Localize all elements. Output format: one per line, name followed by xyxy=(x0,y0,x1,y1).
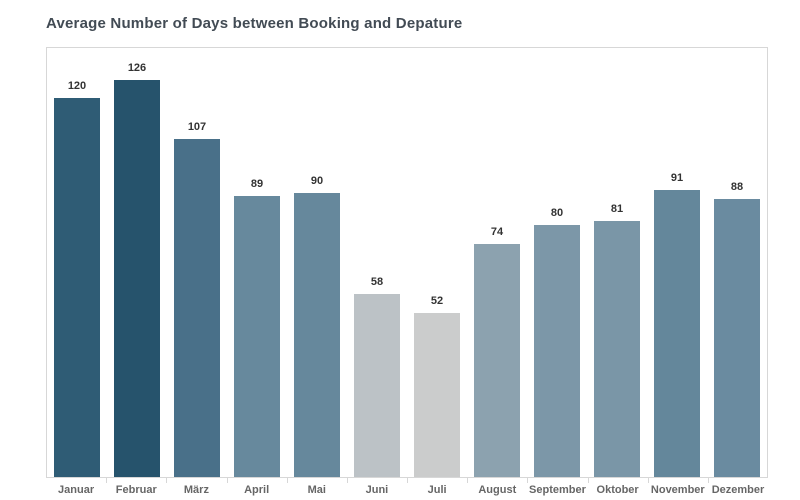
x-axis-label-august[interactable]: August xyxy=(478,484,517,496)
x-axis-label-juni[interactable]: Juni xyxy=(365,484,389,496)
bar-slot: 89 xyxy=(227,48,287,477)
plot-area: 120 126 107 89 90 58 52 74 80 81 91 88 xyxy=(46,47,768,478)
bar-dezember[interactable] xyxy=(713,199,761,477)
x-axis-label-november[interactable]: November xyxy=(650,484,705,496)
bar-value-label: 58 xyxy=(370,276,384,288)
bar-slot: 80 xyxy=(527,48,587,477)
bar-januar[interactable] xyxy=(53,98,101,477)
bar-value-label: 74 xyxy=(490,226,504,238)
bar-november[interactable] xyxy=(653,190,701,477)
x-axis-tick xyxy=(707,478,709,483)
bar-value-label: 120 xyxy=(67,80,87,92)
bar-slot: 52 xyxy=(407,48,467,477)
x-axis-label-januar[interactable]: Januar xyxy=(58,484,95,496)
bar-februar[interactable] xyxy=(113,80,161,477)
bar-august[interactable] xyxy=(473,244,521,477)
bar-slot: 58 xyxy=(347,48,407,477)
x-axis-tick xyxy=(587,478,589,483)
bar-value-label: 52 xyxy=(430,295,444,307)
bar-oktober[interactable] xyxy=(593,221,641,477)
x-axis-tick xyxy=(226,478,228,483)
x-axis-label-mai[interactable]: Mai xyxy=(307,484,326,496)
x-axis-label-märz[interactable]: März xyxy=(183,484,209,496)
x-axis-label-juli[interactable]: Juli xyxy=(427,484,447,496)
bar-value-label: 88 xyxy=(730,181,744,193)
x-axis-tick xyxy=(106,478,108,483)
x-axis-tick xyxy=(527,478,529,483)
bar-märz[interactable] xyxy=(173,139,221,477)
x-axis-tick xyxy=(286,478,288,483)
x-axis-label-dezember[interactable]: Dezember xyxy=(711,484,765,496)
x-axis-tick xyxy=(166,478,168,483)
bar-april[interactable] xyxy=(233,196,281,477)
bar-slot: 81 xyxy=(587,48,647,477)
bar-september[interactable] xyxy=(533,225,581,477)
x-axis: Januar Februar März April Mai Juni Juli August S… xyxy=(46,478,768,500)
bar-slot: 74 xyxy=(467,48,527,477)
bar-slot: 126 xyxy=(107,48,167,477)
bar-value-label: 107 xyxy=(187,121,207,133)
x-axis-label-april[interactable]: April xyxy=(244,484,270,496)
x-axis-tick xyxy=(346,478,348,483)
bar-slot: 107 xyxy=(167,48,227,477)
bar-value-label: 90 xyxy=(310,175,324,187)
bar-value-label: 126 xyxy=(127,62,147,74)
bar-value-label: 89 xyxy=(250,178,264,190)
chart-title: Average Number of Days between Booking a… xyxy=(46,15,463,32)
x-axis-label-februar[interactable]: Februar xyxy=(115,484,157,496)
x-axis-tick xyxy=(647,478,649,483)
x-axis-label-oktober[interactable]: Oktober xyxy=(596,484,639,496)
bar-juli[interactable] xyxy=(413,313,461,477)
x-axis-label-september[interactable]: September xyxy=(529,484,586,496)
bar-value-label: 81 xyxy=(610,203,624,215)
x-axis-tick xyxy=(467,478,469,483)
bar-mai[interactable] xyxy=(293,193,341,477)
bar-slot: 91 xyxy=(647,48,707,477)
bar-slot: 90 xyxy=(287,48,347,477)
x-axis-tick xyxy=(407,478,408,483)
bar-value-label: 80 xyxy=(550,207,564,219)
bar-slot: 88 xyxy=(707,48,767,477)
bar-juni[interactable] xyxy=(353,294,401,477)
bar-slot: 120 xyxy=(47,48,107,477)
bar-value-label: 91 xyxy=(670,172,684,184)
